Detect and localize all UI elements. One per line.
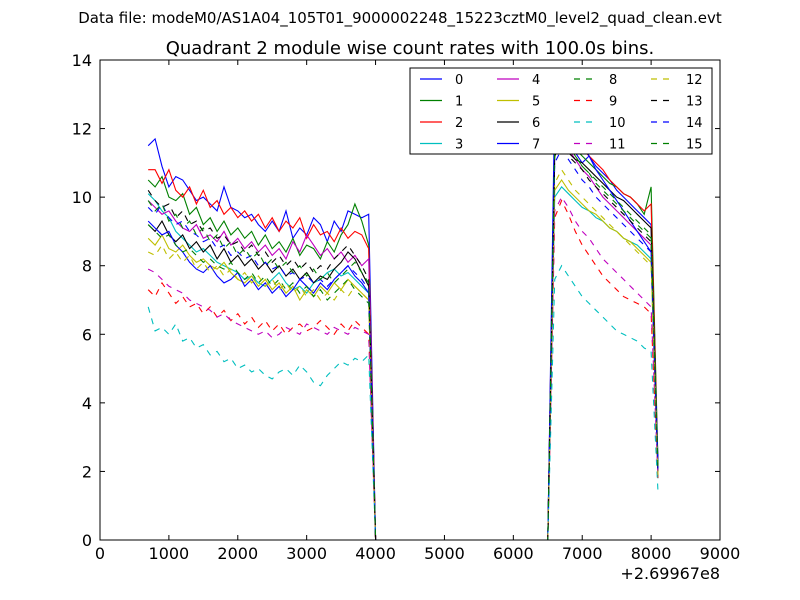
x-tick-label: 5000 (424, 544, 465, 563)
series-line-4 (147, 130, 659, 541)
series-line-9 (147, 199, 659, 541)
series-line-7 (147, 78, 659, 541)
legend-label-6: 6 (532, 116, 540, 131)
legend-box (409, 67, 713, 155)
legend-label-4: 4 (532, 73, 540, 88)
chart-title: Quadrant 2 module wise count rates with … (166, 38, 655, 59)
series-line-15 (147, 134, 659, 541)
y-tick-label: 2 (82, 462, 92, 481)
series-lines (147, 78, 659, 541)
axis-ticks: 0 1000 2000 3000 4000 5000 6000 7000 8000 9000 0 2 4… (72, 51, 741, 563)
series-line-5 (147, 179, 659, 541)
series-line-6 (147, 141, 659, 541)
legend-label-8: 8 (609, 73, 617, 88)
series-line-11 (147, 196, 659, 541)
x-tick-label: 0 (95, 544, 105, 563)
y-tick-label: 6 (82, 325, 92, 344)
x-tick-label: 8000 (631, 544, 672, 563)
y-tick-label: 14 (72, 51, 92, 70)
legend-label-0: 0 (455, 73, 463, 88)
y-tick-label: 12 (72, 120, 92, 139)
x-tick-label: 3000 (286, 544, 327, 563)
x-tick-label: 2000 (217, 544, 258, 563)
series-line-0 (147, 127, 659, 541)
legend-label-10: 10 (609, 116, 626, 131)
legend-label-15: 15 (686, 138, 703, 153)
legend-label-12: 12 (686, 73, 703, 88)
legend-label-7: 7 (532, 138, 540, 153)
x-tick-label: 1000 (149, 544, 190, 563)
series-line-1 (147, 120, 659, 541)
series-line-10 (147, 264, 659, 541)
series-line-14 (147, 148, 659, 541)
legend-label-9: 9 (609, 95, 617, 110)
y-tick-label: 4 (82, 394, 92, 413)
x-tick-label: 4000 (355, 544, 396, 563)
plot-frame (99, 59, 721, 541)
x-offset-label: +2.69967e8 (620, 564, 720, 583)
y-tick-label: 10 (72, 188, 92, 207)
legend-label-3: 3 (455, 138, 463, 153)
legend-label-11: 11 (609, 138, 626, 153)
data-file-label: Data file: modeM0/AS1A04_105T01_90000022… (78, 9, 722, 27)
x-tick-label: 7000 (562, 544, 603, 563)
x-tick-label: 6000 (493, 544, 534, 563)
legend-label-2: 2 (455, 116, 463, 131)
legend-label-14: 14 (686, 116, 703, 131)
series-line-12 (147, 168, 659, 541)
legend-label-13: 13 (686, 95, 703, 110)
y-tick-label: 8 (82, 257, 92, 276)
legend-label-5: 5 (532, 95, 540, 110)
series-line-8 (147, 137, 659, 541)
series-line-13 (147, 141, 659, 541)
x-tick-label: 9000 (700, 544, 741, 563)
series-line-2 (148, 110, 659, 541)
series-line-3 (147, 186, 659, 541)
y-tick-label: 0 (82, 531, 92, 550)
legend-label-1: 1 (455, 95, 463, 110)
